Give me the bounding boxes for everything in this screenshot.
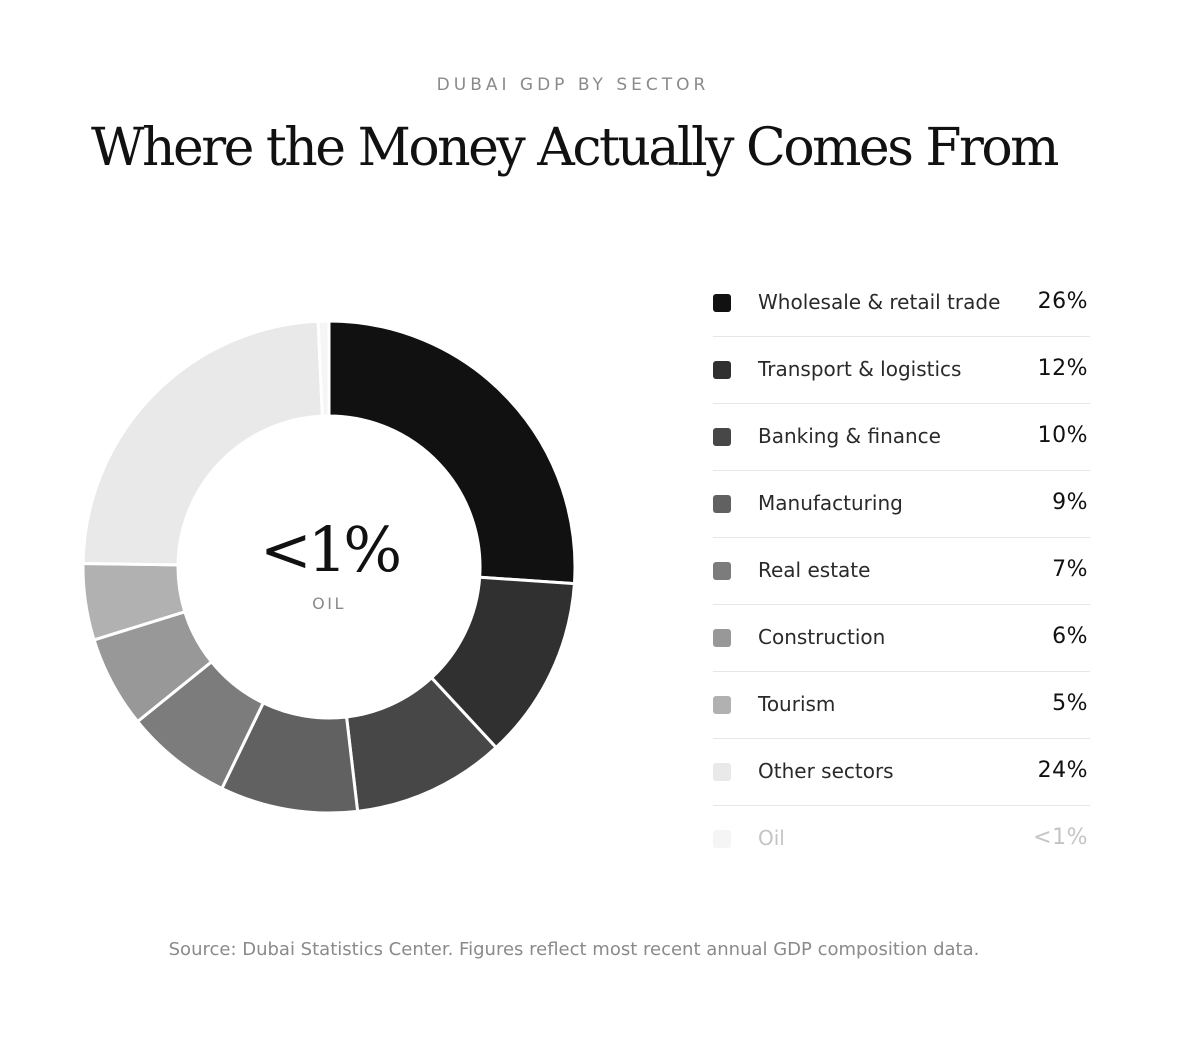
legend-label: Wholesale & retail trade — [758, 290, 1001, 314]
legend-swatch — [713, 763, 731, 781]
donut-slice-wholesale-retail-trade — [327, 319, 577, 586]
chart-title: Where the Money Actually Comes From — [91, 118, 1059, 178]
legend-label: Transport & logistics — [758, 357, 962, 381]
legend-swatch — [713, 495, 731, 513]
legend-row: Transport & logistics 12% — [713, 337, 1090, 404]
legend-label: Banking & finance — [758, 424, 941, 448]
donut-slice-oil — [316, 319, 331, 418]
legend-label: Oil — [758, 826, 785, 850]
legend-label: Manufacturing — [758, 491, 903, 515]
legend-label: Tourism — [758, 692, 836, 716]
legend-row: Other sectors 24% — [713, 739, 1090, 806]
legend-label: Other sectors — [758, 759, 894, 783]
legend-value: 26% — [1037, 289, 1088, 314]
legend-swatch — [713, 696, 731, 714]
legend-swatch — [713, 562, 731, 580]
legend-row: Wholesale & retail trade 26% — [713, 270, 1090, 337]
legend-swatch — [713, 830, 731, 848]
legend-label: Real estate — [758, 558, 871, 582]
legend-row: Manufacturing 9% — [713, 471, 1090, 538]
legend-value: 6% — [1052, 624, 1088, 649]
donut-slice-other-sectors — [81, 319, 324, 567]
legend-value: 24% — [1037, 758, 1088, 783]
legend-value: 7% — [1052, 557, 1088, 582]
legend-value: 10% — [1037, 423, 1088, 448]
chart-kicker: DUBAI GDP BY SECTOR — [436, 75, 710, 95]
donut-center-label: OIL — [312, 594, 346, 613]
legend-row: Oil <1% — [713, 806, 1090, 872]
legend-swatch — [713, 629, 731, 647]
legend-row: Real estate 7% — [713, 538, 1090, 605]
legend-swatch — [713, 294, 731, 312]
legend: Wholesale & retail trade 26% Transport & l… — [713, 270, 1090, 872]
legend-value: 5% — [1052, 691, 1088, 716]
donut-chart — [81, 319, 577, 815]
legend-swatch — [713, 361, 731, 379]
legend-value: 9% — [1052, 490, 1088, 515]
legend-row: Construction 6% — [713, 605, 1090, 672]
legend-value: 12% — [1037, 356, 1088, 381]
legend-value: <1% — [1033, 825, 1088, 850]
source-note: Source: Dubai Statistics Center. Figures… — [168, 939, 980, 960]
legend-row: Tourism 5% — [713, 672, 1090, 739]
legend-swatch — [713, 428, 731, 446]
legend-row: Banking & finance 10% — [713, 404, 1090, 471]
legend-label: Construction — [758, 625, 886, 649]
donut-center-value: <1% — [259, 513, 402, 586]
